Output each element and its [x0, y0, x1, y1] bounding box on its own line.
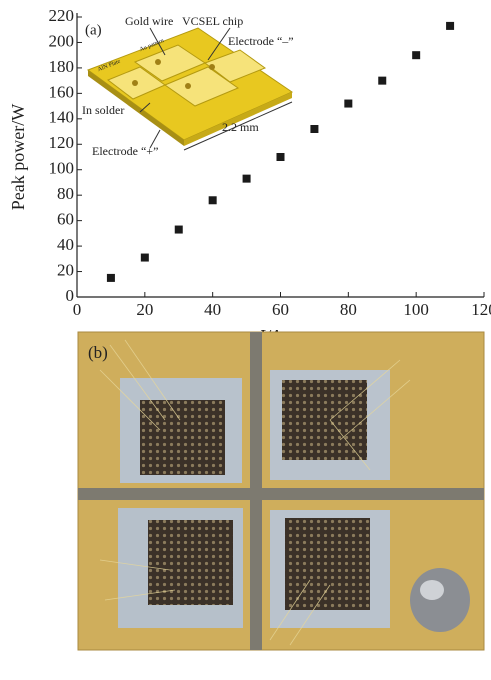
data-point	[276, 153, 285, 161]
y-tick-label: 140	[49, 108, 75, 127]
data-point	[174, 225, 183, 234]
data-point	[140, 253, 149, 262]
x-tick-label: 0	[73, 300, 82, 319]
x-tick-label: 20	[136, 300, 153, 319]
x-tick-label: 40	[204, 300, 221, 319]
x-tick-label: 80	[340, 300, 357, 319]
x-tick-label: 120	[471, 300, 491, 319]
data-point	[208, 196, 217, 205]
x-tick-label: 60	[272, 300, 289, 319]
y-tick-label: 0	[66, 286, 75, 305]
y-tick-label: 160	[49, 82, 75, 101]
chip-inset	[86, 27, 294, 151]
y-tick-label: 220	[49, 6, 75, 25]
y-tick-label: 80	[57, 184, 74, 203]
data-point	[310, 125, 319, 133]
y-tick-label: 200	[49, 31, 75, 50]
y-tick-label: 60	[57, 210, 74, 229]
annotation: Electrode “–”	[228, 34, 294, 48]
data-point	[344, 99, 353, 108]
annotation: VCSEL chip	[182, 14, 243, 28]
panel-label: (a)	[85, 22, 102, 38]
y-tick-label: 120	[49, 133, 75, 152]
x-tick-label: 100	[403, 300, 429, 319]
data-point	[412, 51, 421, 60]
y-tick-label: 40	[57, 235, 74, 254]
panel-label: (b)	[88, 343, 108, 362]
annotation: Gold wire	[125, 14, 173, 28]
annotation: Electrode “+”	[92, 144, 158, 158]
y-tick-label: 100	[49, 159, 75, 178]
annotation: In solder	[82, 103, 124, 117]
annotation: 2.2 mm	[222, 120, 259, 134]
y-axis-label: Peak power/W	[8, 104, 28, 210]
photo	[77, 331, 485, 651]
data-point	[242, 174, 251, 183]
data-point	[378, 76, 387, 85]
data-point	[106, 273, 115, 282]
data-point	[446, 21, 455, 30]
y-tick-label: 180	[49, 57, 75, 76]
y-tick-label: 20	[57, 260, 74, 279]
